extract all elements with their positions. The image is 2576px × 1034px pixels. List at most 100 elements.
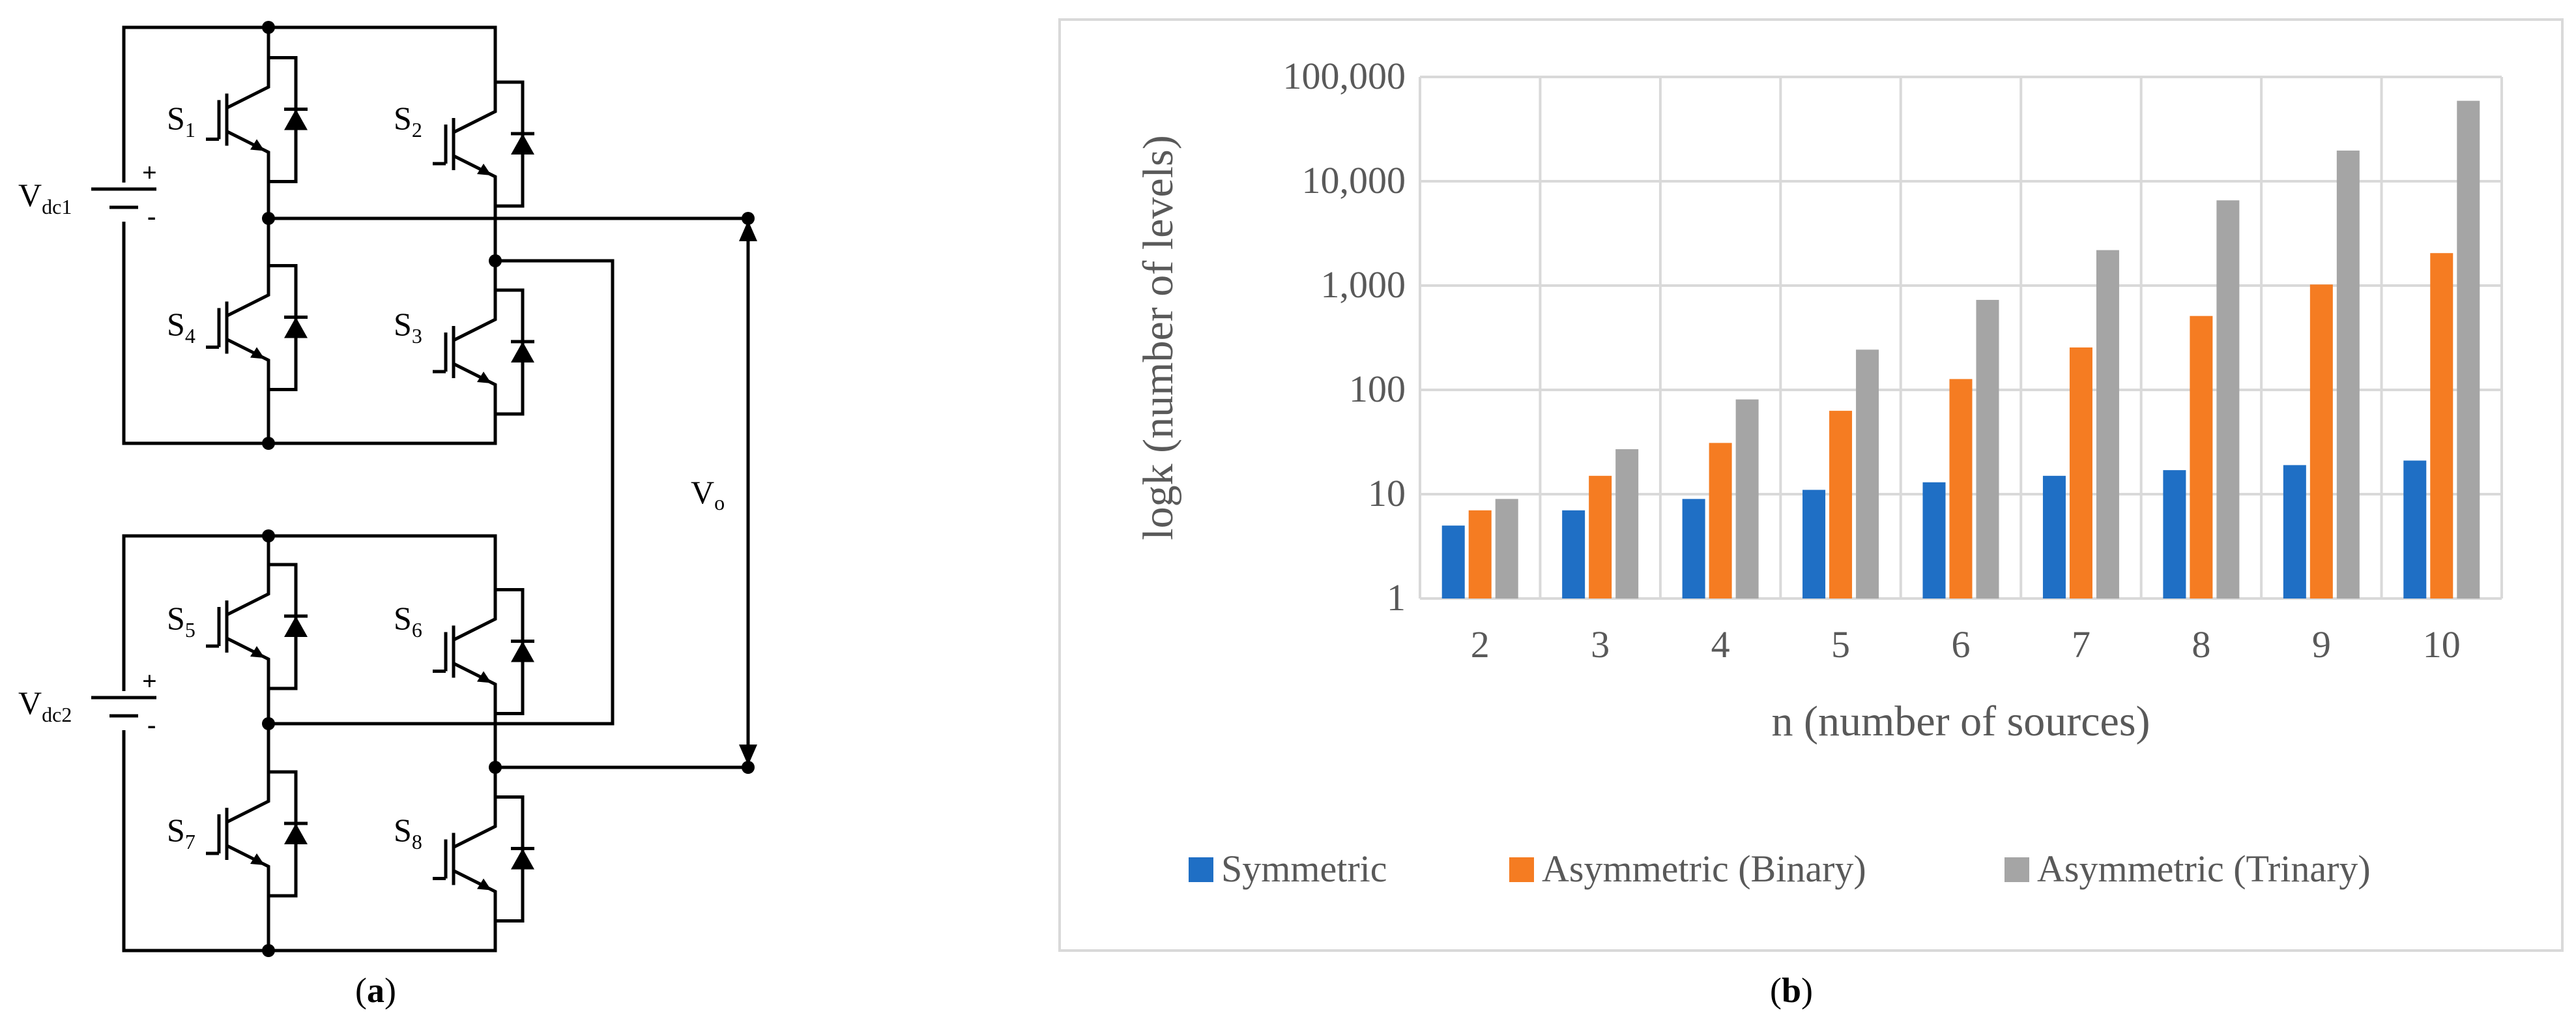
bar-asymmetric-binary-4 (1709, 443, 1732, 598)
x-tick-label: 8 (2192, 623, 2210, 666)
emitter-lead (452, 362, 497, 392)
x-tick-label: 4 (1711, 623, 1730, 666)
bar-asymmetric-trinary-7 (2096, 250, 2119, 598)
switch-label-s1: S1 (167, 100, 195, 141)
y-axis-title: logk (number of levels) (1135, 135, 1182, 540)
x-tick-label: 3 (1591, 623, 1610, 666)
wire (122, 25, 497, 445)
legend-item: Asymmetric (Trinary) (2004, 848, 2371, 890)
diode-triangle (284, 823, 308, 844)
bar-asymmetric-binary-10 (2430, 253, 2453, 598)
bar-asymmetric-trinary-6 (1976, 299, 1999, 598)
emitter-arrow (250, 347, 265, 359)
igbt-switch-s8 (433, 795, 534, 923)
y-tick-label: 10,000 (1302, 159, 1406, 201)
x-tick-label: 7 (2072, 623, 2091, 666)
y-tick-label: 10 (1368, 472, 1406, 514)
bar-asymmetric-trinary-10 (2457, 100, 2480, 599)
bar-asymmetric-binary-3 (1589, 475, 1612, 598)
bar-symmetric-6 (1922, 482, 1946, 598)
bar-symmetric-2 (1441, 525, 1465, 598)
emitter-lead (225, 338, 270, 368)
igbt-switch-s1 (206, 56, 308, 183)
emitter-lead (452, 662, 497, 692)
emitter-arrow (477, 671, 491, 683)
panel-a-caption: (a) (355, 971, 396, 1010)
x-tick-label: 9 (2312, 623, 2331, 666)
bar-asymmetric-trinary-9 (2336, 150, 2360, 599)
y-tick-label: 100,000 (1283, 55, 1406, 97)
bar-symmetric-7 (2042, 475, 2066, 598)
bar-asymmetric-binary-6 (1949, 379, 1973, 598)
emitter-lead (225, 636, 270, 667)
junction-dot (489, 761, 502, 774)
junction-dot (262, 529, 275, 542)
legend-swatch (1189, 857, 1213, 882)
switch-label-s3: S3 (394, 306, 422, 347)
arrow-up (739, 220, 757, 241)
output-voltage-label: Vo (691, 474, 725, 514)
collector-lead (452, 104, 497, 134)
emitter-lead (452, 154, 497, 185)
arrow-down (739, 745, 757, 765)
junction-dot (262, 944, 275, 957)
igbt-switch-s5 (206, 563, 308, 690)
collector-lead (225, 586, 270, 617)
bar-asymmetric-binary-7 (2069, 347, 2092, 598)
bar-symmetric-9 (2283, 465, 2306, 598)
collector-lead (225, 79, 270, 110)
switch-label-s6: S6 (394, 600, 422, 642)
diode-triangle (511, 134, 534, 155)
igbt-switch-s7 (206, 770, 308, 898)
legend-swatch (2004, 857, 2029, 882)
x-tick-label: 5 (1831, 623, 1850, 666)
bar-asymmetric-binary-8 (2190, 316, 2213, 598)
emitter-lead (225, 130, 270, 160)
junction-dot (262, 212, 275, 225)
circuit-diagram: + - + - Vdc1 Vdc2 Vo S1 S2 S4 S3 S5 S6 S… (18, 21, 757, 957)
bar-symmetric-5 (1802, 490, 1826, 598)
emitter-arrow (477, 878, 491, 891)
junction-dot (742, 761, 755, 774)
wire (267, 259, 615, 726)
source-label-2: Vdc2 (18, 685, 72, 726)
collector-lead (225, 287, 270, 318)
minus-sign-1: - (147, 201, 156, 231)
minus-sign-2: - (147, 710, 156, 739)
emitter-arrow (250, 646, 265, 658)
legend-swatch (1509, 857, 1534, 882)
diode-triangle (511, 342, 534, 362)
switch-label-s2: S2 (394, 100, 422, 141)
legend-item: Asymmetric (Binary) (1509, 848, 1866, 890)
bar-asymmetric-binary-9 (2309, 284, 2333, 598)
junction-dot (489, 254, 502, 267)
bar-asymmetric-trinary-4 (1735, 399, 1759, 598)
switch-label-s5: S5 (167, 600, 195, 642)
junction-dot (262, 21, 275, 34)
bar-asymmetric-binary-2 (1468, 510, 1492, 598)
bar-symmetric-4 (1682, 499, 1705, 598)
diode-triangle (511, 641, 534, 662)
collector-lead (225, 793, 270, 824)
emitter-lead (225, 844, 270, 874)
bar-asymmetric-trinary-3 (1615, 449, 1639, 598)
y-tick-label: 1,000 (1321, 263, 1406, 306)
bar-asymmetric-trinary-2 (1495, 499, 1518, 598)
igbt-switch-s3 (433, 288, 534, 416)
y-tick-label: 100 (1349, 368, 1406, 410)
diode-triangle (284, 616, 308, 637)
bar-asymmetric-trinary-5 (1856, 349, 1879, 598)
igbt-switch-s2 (433, 80, 534, 208)
x-tick-label: 2 (1471, 623, 1490, 666)
bar-chart: 1 10 100 1,000 10,000 100,000 2 3 4 5 6 7 8 9 10 n (num… (1135, 55, 2503, 890)
switch-label-s8: S8 (394, 812, 422, 853)
collector-lead (452, 818, 497, 849)
bar-symmetric-3 (1562, 510, 1585, 598)
junction-dot (742, 212, 755, 225)
bar-symmetric-10 (2403, 460, 2427, 598)
wire (122, 534, 497, 953)
junction-dot (262, 717, 275, 730)
plus-sign-1: + (142, 158, 157, 187)
igbt-switch-s6 (433, 588, 534, 715)
diode-triangle (511, 848, 534, 870)
